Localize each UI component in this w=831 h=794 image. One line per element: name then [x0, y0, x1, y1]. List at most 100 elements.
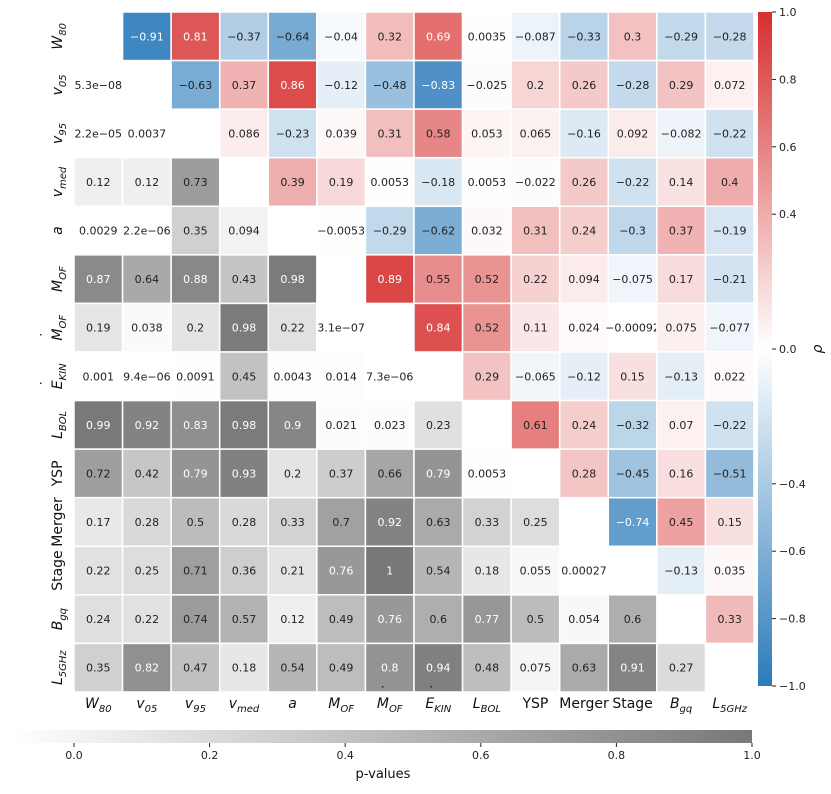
- cell-value-10-3: 0.28: [232, 516, 257, 529]
- cell-value-7-8: 0.29: [475, 370, 500, 383]
- y-label-4: a: [50, 226, 66, 235]
- cell-value-5-8: 0.52: [475, 273, 500, 286]
- x-label-10: Merger: [559, 696, 609, 712]
- rho-tick-label-7: 0.8: [779, 73, 797, 86]
- cell-value-13-5: 0.49: [329, 662, 354, 675]
- cell-value-3-4: 0.39: [280, 176, 305, 189]
- cell-value-1-12: 0.29: [669, 79, 694, 92]
- cell-value-2-1: 0.0037: [128, 127, 167, 140]
- rho-tick-label-5: 0.4: [779, 208, 797, 221]
- cell-value-1-3: 0.37: [232, 79, 257, 92]
- cell-value-5-4: 0.98: [280, 273, 305, 286]
- cell-value-2-13: −0.22: [713, 127, 747, 140]
- cell-value-8-13: −0.22: [713, 419, 747, 432]
- cell-value-1-4: 0.86: [280, 79, 305, 92]
- cell-value-11-8: 0.18: [475, 565, 500, 578]
- cell-value-13-10: 0.63: [572, 662, 597, 675]
- cell-value-0-12: −0.29: [664, 30, 698, 43]
- cell-value-2-8: 0.053: [471, 127, 503, 140]
- rho-cell-5-11: [607, 254, 658, 305]
- x-label-3: vmed: [229, 696, 260, 715]
- rho-cell-0-12: [656, 11, 707, 62]
- p-cell-5-3: [218, 254, 270, 305]
- p-cell-9-2: [170, 448, 221, 499]
- p-cell-11-1: [121, 545, 172, 596]
- rho-tick-label-2: −0.6: [779, 545, 806, 558]
- cell-value-7-6: 7.3e−06: [366, 370, 413, 383]
- rho-tick-label-3: −0.4: [779, 478, 806, 491]
- cell-value-7-10: −0.12: [567, 370, 601, 383]
- cell-value-11-2: 0.71: [183, 565, 208, 578]
- rho-cell-3-7: [413, 156, 464, 208]
- cell-value-6-7: 0.84: [426, 322, 451, 335]
- cell-value-9-13: −0.51: [713, 467, 747, 480]
- p-cell-8-3: [218, 399, 270, 450]
- cell-value-0-5: −0.04: [324, 30, 358, 43]
- cell-value-6-12: 0.075: [665, 322, 697, 335]
- cell-value-8-6: 0.023: [374, 419, 406, 432]
- cell-value-12-11: 0.6: [624, 613, 642, 626]
- cell-value-3-7: −0.18: [421, 176, 455, 189]
- cell-value-5-6: 0.89: [377, 273, 402, 286]
- cell-value-0-6: 0.32: [377, 30, 402, 43]
- cell-value-2-7: 0.58: [426, 127, 451, 140]
- rho-cell-6-11: [607, 302, 658, 353]
- p-tick-label-5: 1.0: [743, 749, 761, 762]
- p-cell-6-0: [73, 302, 124, 353]
- cell-value-1-2: −0.63: [179, 79, 213, 92]
- cell-value-9-2: 0.79: [183, 467, 208, 480]
- cell-value-5-11: −0.075: [612, 273, 653, 286]
- cell-value-8-10: 0.24: [572, 419, 597, 432]
- cell-value-0-13: −0.28: [713, 30, 747, 43]
- cell-value-1-5: −0.12: [324, 79, 358, 92]
- y-label-12: Bgq: [50, 608, 69, 630]
- cell-value-12-0: 0.24: [86, 613, 111, 626]
- y-label-2: v95: [50, 123, 69, 144]
- rho-cell-3-13: [704, 156, 755, 208]
- cell-value-6-10: 0.024: [568, 322, 600, 335]
- rho-cell-7-13: [704, 351, 755, 402]
- p-cell-7-4: [267, 351, 318, 402]
- cell-value-3-13: 0.4: [721, 176, 739, 189]
- cell-value-5-12: 0.17: [669, 273, 694, 286]
- rho-cell-6-13: [704, 302, 755, 353]
- x-label-8: LBOL: [473, 696, 501, 715]
- cell-value-7-1: 9.4e−06: [123, 370, 170, 383]
- cell-value-6-0: 0.19: [86, 322, 111, 335]
- p-cell-11-6: [364, 545, 415, 596]
- rho-cell-9-10: [558, 448, 610, 499]
- p-cell-5-2: [170, 254, 221, 305]
- cell-value-7-5: 0.014: [325, 370, 357, 383]
- cell-value-11-7: 0.54: [426, 565, 451, 578]
- cell-value-8-4: 0.9: [284, 419, 302, 432]
- cell-value-13-12: 0.27: [669, 662, 694, 675]
- p-cell-5-4: [267, 254, 318, 305]
- cell-value-1-6: −0.48: [373, 79, 407, 92]
- rho-cell-6-7: [413, 302, 464, 353]
- cell-value-7-2: 0.0091: [176, 370, 215, 383]
- cell-value-1-8: −0.025: [466, 79, 507, 92]
- cell-value-9-7: 0.79: [426, 467, 451, 480]
- cell-value-0-7: 0.69: [426, 30, 451, 43]
- cell-value-10-8: 0.33: [475, 516, 500, 529]
- x-label-11: Stage: [612, 696, 652, 712]
- rho-cell-6-10: [558, 302, 610, 353]
- cell-value-13-0: 0.35: [86, 662, 111, 675]
- p-cell-5-1: [121, 254, 172, 305]
- cell-value-2-5: 0.039: [325, 127, 357, 140]
- p-cell-6-3: [218, 302, 270, 353]
- cell-value-4-5: −0.0053: [317, 225, 365, 238]
- p-cell-1-0: [73, 59, 124, 110]
- cell-value-0-8: 0.0035: [468, 30, 507, 43]
- cell-value-11-1: 0.25: [135, 565, 160, 578]
- p-cell-4-1: [121, 205, 172, 256]
- y-label-5: MOF: [50, 266, 69, 292]
- cell-value-9-0: 0.72: [86, 467, 111, 480]
- cell-value-3-12: 0.14: [669, 176, 694, 189]
- cell-value-8-1: 0.92: [135, 419, 160, 432]
- cell-value-4-7: −0.62: [421, 225, 455, 238]
- cell-value-0-3: −0.37: [227, 30, 261, 43]
- cell-value-10-1: 0.28: [135, 516, 160, 529]
- rho-cell-5-12: [656, 254, 707, 305]
- rho-cell-2-13: [704, 108, 755, 159]
